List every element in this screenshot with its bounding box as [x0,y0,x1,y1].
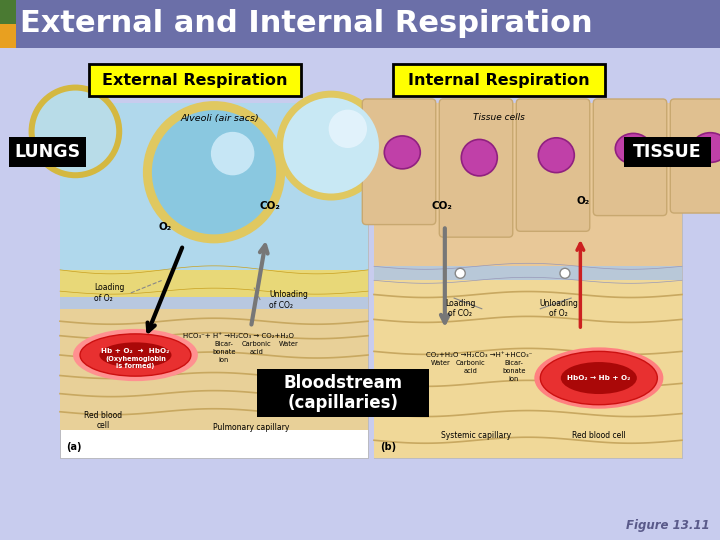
Text: Figure 13.11: Figure 13.11 [626,519,710,532]
Text: acid: acid [250,349,264,355]
Ellipse shape [540,352,657,404]
Ellipse shape [539,138,575,173]
Text: Red blood cell: Red blood cell [572,431,626,441]
Circle shape [276,91,386,200]
Bar [0,24,16,48]
Circle shape [560,268,570,278]
FancyBboxPatch shape [516,99,590,231]
Bar [374,103,682,266]
Text: TISSUE: TISSUE [633,143,702,161]
Text: Loading
of CO₂: Loading of CO₂ [445,299,475,319]
Circle shape [455,268,465,278]
Circle shape [29,85,122,178]
Bar [60,309,368,430]
Bar [60,297,368,309]
FancyBboxPatch shape [257,369,429,417]
Text: Hb + O₂  ➜  HbO₂: Hb + O₂ ➜ HbO₂ [102,348,170,354]
Text: CO₂: CO₂ [259,201,280,211]
Text: CO₂+H₂O →H₂CO₃ →H⁺+HCO₃⁻: CO₂+H₂O →H₂CO₃ →H⁺+HCO₃⁻ [426,352,532,358]
Text: HbO₂ → Hb + O₂: HbO₂ → Hb + O₂ [567,375,631,381]
FancyBboxPatch shape [439,99,513,237]
Bar [60,103,368,458]
Text: ion: ion [218,357,229,363]
FancyBboxPatch shape [593,99,667,215]
Text: acid: acid [464,368,477,374]
Text: External Respiration: External Respiration [102,72,288,87]
Circle shape [283,98,379,193]
Text: O₂: O₂ [158,222,171,232]
Circle shape [211,132,254,176]
Bar [60,103,368,280]
FancyBboxPatch shape [362,99,436,225]
FancyBboxPatch shape [624,137,711,167]
Text: bonate: bonate [212,349,235,355]
Text: Systemic capillary: Systemic capillary [441,431,510,441]
Text: Bicar-: Bicar- [504,360,523,366]
FancyBboxPatch shape [670,99,720,213]
Ellipse shape [534,347,663,409]
Text: Bloodstream
(capillaries): Bloodstream (capillaries) [284,374,402,413]
FancyBboxPatch shape [89,64,301,96]
Circle shape [328,110,367,148]
Text: O₂: O₂ [577,196,590,206]
FancyBboxPatch shape [393,64,605,96]
Text: Tissue cells: Tissue cells [472,112,524,122]
Text: Pulmonary capillary: Pulmonary capillary [213,423,289,433]
Ellipse shape [99,342,171,368]
Text: (b): (b) [380,442,396,452]
Text: Internal Respiration: Internal Respiration [408,72,590,87]
Bar [60,270,368,301]
Bar [374,280,682,458]
Text: ion: ion [508,376,519,382]
Bar [0,0,720,48]
Text: Carbonic: Carbonic [456,360,485,366]
Circle shape [35,91,116,172]
Text: (a): (a) [66,442,81,452]
Text: LUNGS: LUNGS [14,143,81,161]
Text: HCO₃⁻+ H⁺ →H₂CO₃ → CO₂+H₂O: HCO₃⁻+ H⁺ →H₂CO₃ → CO₂+H₂O [183,333,294,339]
Bar [374,103,682,458]
Text: Loading
of O₂: Loading of O₂ [94,283,125,302]
Bar [0,0,16,24]
Text: Water: Water [431,360,451,366]
Text: bonate: bonate [502,368,526,374]
Circle shape [152,110,276,234]
Text: Unloading
of CO₂: Unloading of CO₂ [269,291,308,310]
Text: Red blood
cell: Red blood cell [84,411,122,430]
Text: CO₂: CO₂ [431,201,452,211]
Text: External and Internal Respiration: External and Internal Respiration [20,10,593,38]
FancyBboxPatch shape [9,137,86,167]
Text: Alveoli (air sacs): Alveoli (air sacs) [181,114,259,124]
Text: Unloading
of O₂: Unloading of O₂ [539,299,578,319]
Bar [374,266,682,280]
Ellipse shape [80,334,191,376]
Ellipse shape [616,133,652,164]
Text: Bicar-: Bicar- [215,341,233,347]
Ellipse shape [73,329,198,381]
Text: Carbonic: Carbonic [242,341,271,347]
Text: Water: Water [279,341,299,347]
Ellipse shape [462,139,498,176]
Text: (Oxyhemoglobin
is formed): (Oxyhemoglobin is formed) [105,355,166,368]
Ellipse shape [384,136,420,169]
Ellipse shape [561,362,637,394]
Circle shape [143,101,285,244]
Ellipse shape [693,133,720,163]
